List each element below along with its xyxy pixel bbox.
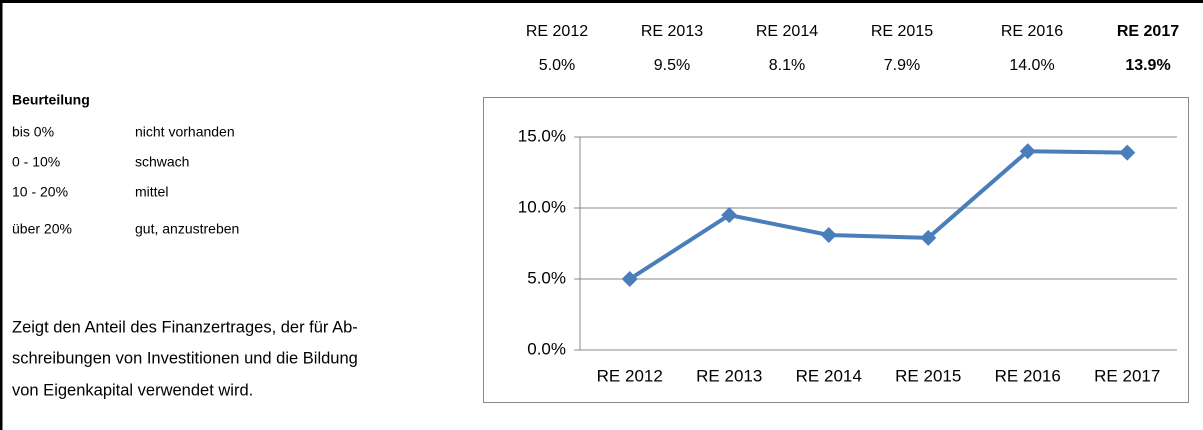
y-tick-label: 0.0% [527,339,566,358]
rating-label: mittel [135,184,168,200]
description: Zeigt den Anteil des Finanzertrages, der… [12,318,358,399]
column-value: 14.0% [1009,57,1054,74]
column-header: RE 2012 [526,23,588,40]
column-header: RE 2015 [871,23,933,40]
rating-title: Beurteilung [12,92,90,108]
column-value: 9.5% [654,57,690,74]
rating-range: 10 - 20% [12,184,68,200]
value-table: RE 2012 5.0% RE 2013 9.5% RE 2014 8.1% RE 2015… [526,23,1179,74]
column-value: 8.1% [769,57,805,74]
rating-table: bis 0% nicht vorhanden 0 - 10% schwach 10 - … [12,124,239,237]
x-tick-label: RE 2012 [597,366,663,385]
rating-range: 0 - 10% [12,154,60,170]
x-tick-label: RE 2014 [796,366,862,385]
point-marker [621,271,638,287]
point-marker [820,226,837,243]
rating-range: über 20% [12,221,72,237]
rating-range: bis 0% [12,124,54,140]
y-tick-label: 15.0% [518,126,566,145]
y-tick-label: 10.0% [518,197,566,216]
x-tick-label: RE 2017 [1094,366,1160,385]
point-marker [1019,143,1036,160]
point-marker [920,229,937,246]
x-tick-label: RE 2016 [995,366,1061,385]
description-line: von Eigenkapital verwendet wird. [12,381,253,399]
column-value: 13.9% [1125,57,1170,74]
chart-frame [483,97,1189,403]
rating-label: schwach [135,154,189,170]
rating-label: gut, anzustreben [135,221,239,237]
rating-label: nicht vorhanden [135,124,235,140]
column-value: 7.9% [884,57,920,74]
y-tick-label: 5.0% [527,268,566,287]
description-line: Zeigt den Anteil des Finanzertrages, der… [12,318,358,336]
x-tick-label: RE 2015 [895,366,961,385]
point-marker [721,207,738,224]
chart: 0.0% 5.0% 10.0% 15.0% RE 2012 RE 2013 RE 2014 R… [518,126,1177,385]
point-marker [1119,144,1136,161]
column-header: RE 2014 [756,23,818,40]
description-line: schreibungen von Investitionen und die B… [12,349,358,367]
series-line [628,149,1128,281]
column-header: RE 2017 [1117,23,1179,40]
column-header: RE 2013 [641,23,703,40]
column-value: 5.0% [539,57,575,74]
column-header: RE 2016 [1001,23,1063,40]
x-tick-label: RE 2013 [696,366,762,385]
